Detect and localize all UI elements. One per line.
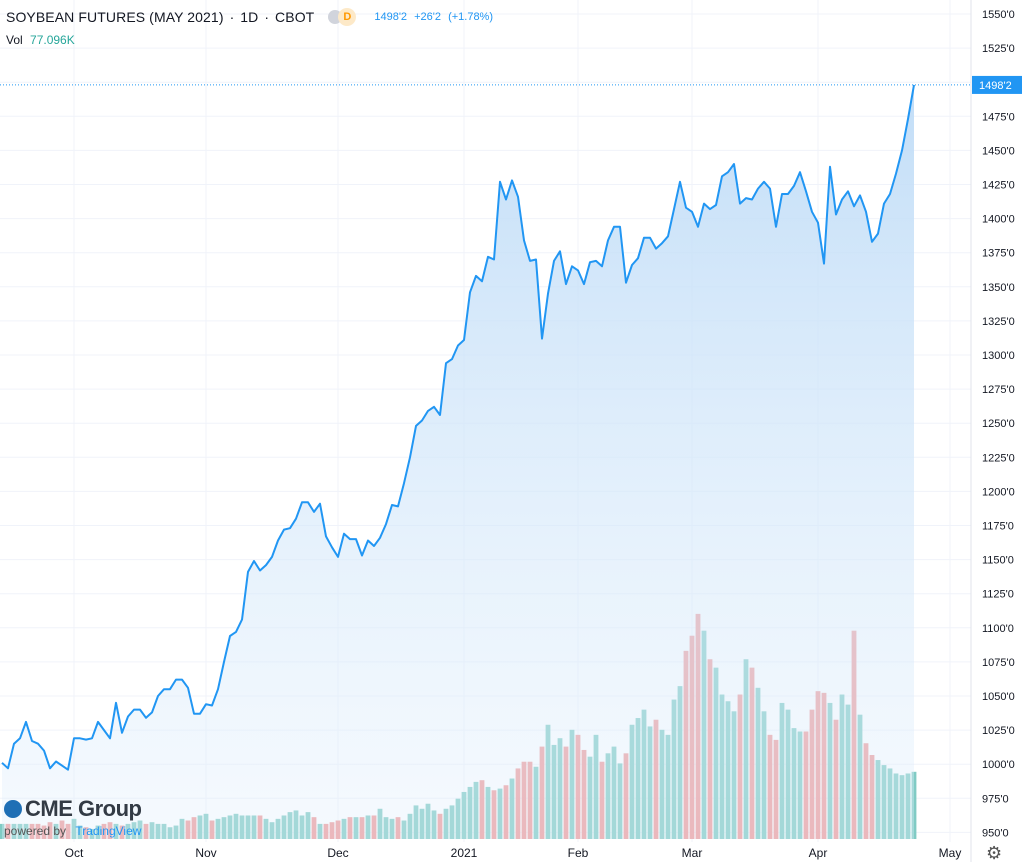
- watermark: CME Group powered by TradingView: [4, 796, 142, 838]
- y-tick-label: 1025'0: [982, 725, 1015, 737]
- x-tick-label: 2021: [451, 846, 478, 860]
- x-tick-label: Mar: [682, 846, 703, 860]
- separator-dot: ·: [229, 9, 235, 25]
- last-price-tag: 1498'2: [979, 80, 1012, 92]
- y-tick-label: 1375'0: [982, 248, 1015, 260]
- x-tick-label: May: [939, 846, 962, 860]
- x-tick-label: Dec: [327, 846, 348, 860]
- volume-legend[interactable]: Vol 77.096K: [6, 33, 75, 47]
- y-tick-label: 1425'0: [982, 180, 1015, 192]
- volume-label: Vol: [6, 33, 23, 47]
- y-tick-label: 1525'0: [982, 43, 1015, 55]
- y-tick-label: 1275'0: [982, 384, 1015, 396]
- y-tick-label: 1225'0: [982, 452, 1015, 464]
- x-tick-label: Nov: [195, 846, 216, 860]
- y-tick-label: 1300'0: [982, 350, 1015, 362]
- y-tick-label: 1350'0: [982, 282, 1015, 294]
- last-price-tag-bg: [972, 75, 1022, 94]
- y-tick-label: 1075'0: [982, 657, 1015, 669]
- price-change: +26'2: [414, 11, 441, 23]
- y-tick-label: 1250'0: [982, 418, 1015, 430]
- y-tick-label: 1400'0: [982, 214, 1015, 226]
- exchange-label: CBOT: [275, 9, 315, 25]
- powered-by-line: powered by TradingView: [4, 824, 142, 838]
- price-axis[interactable]: 1550'01525'01500'01475'01450'01425'01400…: [970, 0, 1015, 862]
- x-tick-label: Feb: [568, 846, 589, 860]
- quote-values: 1498'2 +26'2 (+1.78%): [374, 11, 497, 23]
- interval-label[interactable]: 1D: [240, 9, 259, 25]
- y-tick-label: 975'0: [982, 793, 1009, 805]
- separator-dot: ·: [264, 9, 270, 25]
- chart-legend-header: SOYBEAN FUTURES (MAY 2021) · 1D · CBOT D…: [6, 7, 497, 27]
- price-area: [1, 84, 915, 839]
- y-tick-label: 1100'0: [982, 623, 1014, 635]
- price-line[interactable]: [1, 84, 915, 771]
- powered-by-label: powered by: [4, 824, 67, 838]
- y-tick-label: 1000'0: [982, 759, 1015, 771]
- y-tick-label: 950'0: [982, 827, 1009, 839]
- gear-icon[interactable]: ⚙: [986, 843, 1003, 863]
- delayed-badge: D: [338, 8, 357, 26]
- y-tick-label: 1325'0: [982, 316, 1015, 328]
- y-tick-label: 1200'0: [982, 486, 1015, 498]
- volume-value: 77.096K: [30, 33, 75, 47]
- x-tick-label: Oct: [65, 846, 84, 860]
- y-tick-label: 1175'0: [982, 521, 1014, 533]
- symbol-title[interactable]: SOYBEAN FUTURES (MAY 2021): [6, 9, 224, 25]
- last-price-marker: 1498'2: [0, 75, 1022, 94]
- y-tick-label: 1150'0: [982, 555, 1014, 567]
- y-tick-label: 1475'0: [982, 111, 1015, 123]
- globe-icon: [4, 800, 22, 818]
- time-axis[interactable]: Oct Nov Dec 2021 Feb Mar Apr May: [65, 846, 962, 860]
- y-tick-label: 1125'0: [982, 589, 1014, 601]
- x-tick-label: Apr: [809, 846, 828, 860]
- last-price: 1498'2: [374, 11, 408, 23]
- y-tick-label: 1050'0: [982, 691, 1015, 703]
- cme-group-logo: CME Group: [4, 796, 142, 822]
- tradingview-link[interactable]: TradingView: [75, 824, 142, 838]
- price-area-fill: [2, 84, 914, 839]
- y-tick-label: 1450'0: [982, 145, 1015, 157]
- brand-name: CME Group: [25, 796, 142, 821]
- market-status-pill[interactable]: D: [328, 8, 357, 26]
- y-tick-label: 1550'0: [982, 9, 1015, 21]
- price-change-pct: (+1.78%): [448, 11, 494, 23]
